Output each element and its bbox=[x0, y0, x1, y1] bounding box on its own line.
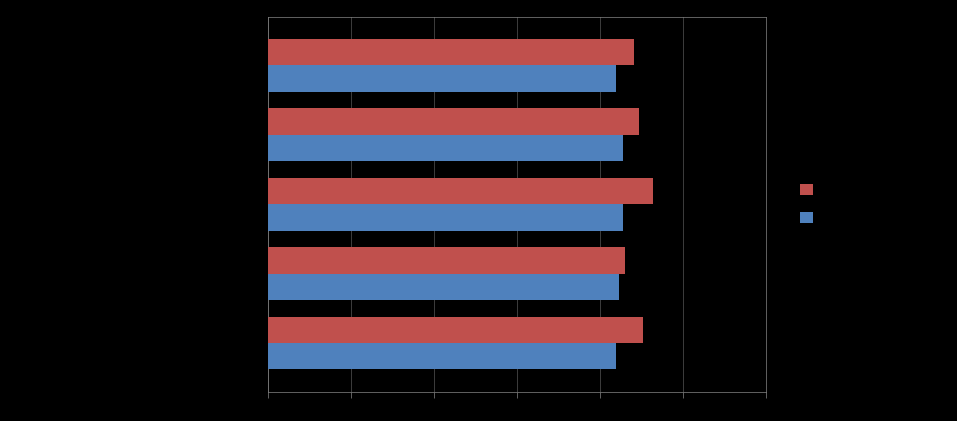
Bar bbox=[268, 247, 625, 274]
Bar bbox=[268, 109, 639, 135]
Bar bbox=[268, 135, 623, 161]
Bar bbox=[268, 317, 643, 343]
Legend: , : , bbox=[797, 180, 827, 229]
Bar bbox=[268, 178, 653, 204]
Bar bbox=[268, 39, 634, 65]
Bar bbox=[268, 65, 616, 92]
Bar bbox=[268, 274, 619, 300]
Bar bbox=[268, 204, 623, 231]
Bar bbox=[268, 343, 616, 369]
